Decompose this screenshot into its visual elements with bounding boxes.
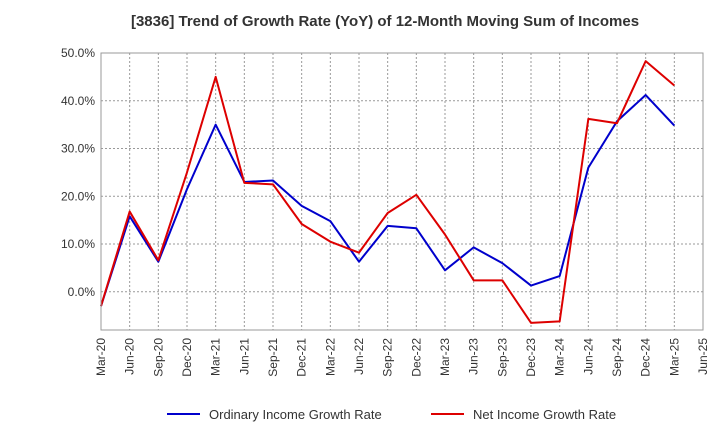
- x-tick-label: Jun-23: [467, 338, 481, 375]
- x-tick-label: Mar-25: [667, 338, 681, 376]
- grid: [100, 52, 704, 330]
- x-tick-label: Dec-22: [409, 338, 423, 377]
- x-tick-label: Sep-23: [495, 338, 509, 377]
- y-axis-ticks: 0.0% 10.0% 20.0% 30.0% 40.0% 50.0%: [61, 46, 95, 299]
- y-tick-label: 50.0%: [61, 46, 95, 60]
- x-tick-label: Jun-21: [237, 338, 251, 375]
- y-tick-label: 20.0%: [61, 189, 95, 203]
- x-tick-label: Mar-22: [323, 338, 337, 376]
- x-tick-label: Jun-24: [581, 338, 595, 375]
- y-tick-label: 30.0%: [61, 142, 95, 156]
- series-line-net-income: [100, 60, 675, 324]
- x-tick-label: Dec-23: [524, 338, 538, 377]
- x-tick-label: Sep-20: [151, 338, 165, 377]
- x-tick-label: Sep-21: [266, 338, 280, 377]
- legend-label: Ordinary Income Growth Rate: [209, 407, 382, 422]
- x-tick-label: Mar-23: [438, 338, 452, 376]
- legend-label: Net Income Growth Rate: [473, 407, 616, 422]
- x-tick-label: Sep-24: [610, 338, 624, 377]
- x-tick-label: Jun-25: [696, 338, 710, 375]
- plot-area-border: [100, 52, 704, 331]
- x-tick-label: Dec-20: [180, 338, 194, 377]
- series-lines: [100, 60, 676, 324]
- y-tick-label: 40.0%: [61, 94, 95, 108]
- x-tick-label: Dec-24: [639, 338, 653, 377]
- x-tick-label: Sep-22: [381, 338, 395, 377]
- x-axis-ticks: Mar-20 Jun-20 Sep-20 Dec-20 Mar-21 Jun-21 Sep-…: [94, 338, 710, 377]
- legend: Ordinary Income Growth Rate Net Income Gr…: [167, 407, 616, 422]
- x-tick-label: Dec-21: [295, 338, 309, 377]
- x-tick-label: Jun-20: [123, 338, 137, 375]
- x-tick-label: Jun-22: [352, 338, 366, 375]
- x-tick-label: Mar-24: [553, 338, 567, 376]
- x-tick-label: Mar-21: [209, 338, 223, 376]
- x-tick-label: Mar-20: [94, 338, 108, 376]
- y-tick-label: 10.0%: [61, 237, 95, 251]
- chart-title: [3836] Trend of Growth Rate (YoY) of 12-…: [131, 13, 639, 30]
- y-tick-label: 0.0%: [68, 285, 96, 299]
- series-line-ordinary-income: [100, 94, 676, 307]
